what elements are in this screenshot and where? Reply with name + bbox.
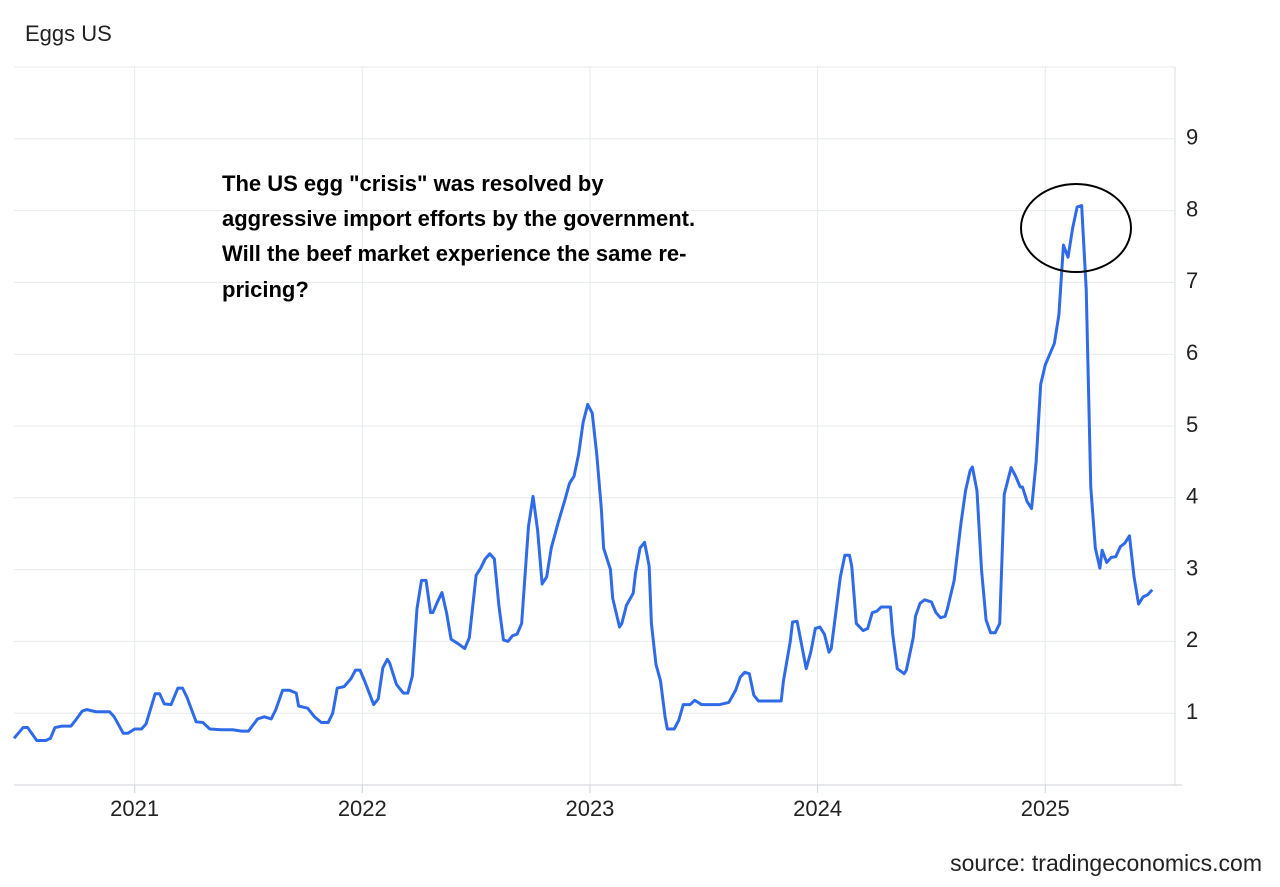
annotation-line: The US egg "crisis" was resolved by [222,171,604,196]
data-line [12,204,1154,742]
y-tick-label: 5 [1186,412,1198,437]
annotation-line: pricing? [222,277,309,302]
y-tick-label: 7 [1186,268,1198,293]
annotation-line: Will the beef market experience the same… [222,241,686,266]
chart-title: Eggs US [25,21,112,46]
annotation-line: aggressive import efforts by the governm… [222,206,695,231]
source: source: tradingeconomics.com [950,850,1262,876]
y-tick-label: 3 [1186,555,1198,580]
y-tick-label: 8 [1186,196,1198,221]
y-tick-label: 1 [1186,699,1198,724]
y-tick-label: 2 [1186,627,1198,652]
y-tick-label: 6 [1186,340,1198,365]
x-tick-label: 2025 [1021,796,1070,821]
y-tick-label: 9 [1186,125,1198,150]
y-tick-label: 4 [1186,484,1198,509]
highlight-circle [1020,183,1132,273]
x-tick-label: 2022 [338,796,387,821]
x-tick-label: 2023 [565,796,614,821]
x-tick-label: 2021 [110,796,159,821]
x-tick-label: 2024 [793,796,842,821]
